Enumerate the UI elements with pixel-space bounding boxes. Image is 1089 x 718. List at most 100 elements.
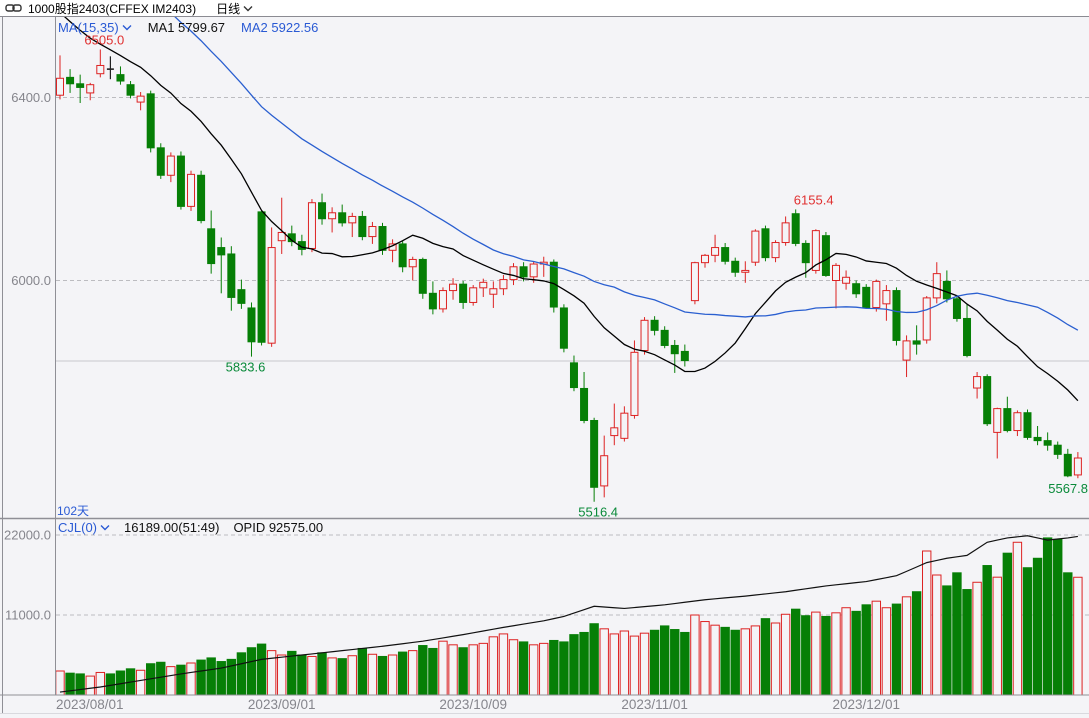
candle <box>66 69 75 93</box>
candle <box>1043 432 1052 451</box>
chevron-down-icon <box>100 524 110 531</box>
candle <box>1013 410 1022 437</box>
candle <box>580 372 589 424</box>
candle <box>852 280 861 298</box>
x-axis-label: 2023/09/01 <box>248 697 316 712</box>
y-axis-label: 6000.0 <box>11 273 51 288</box>
candle <box>670 339 679 373</box>
candle <box>207 210 216 274</box>
candle <box>771 240 780 263</box>
candle <box>1023 409 1032 440</box>
link-icon[interactable] <box>5 3 22 13</box>
chevron-down-icon <box>122 24 132 31</box>
candle <box>811 229 820 274</box>
candle <box>146 90 155 153</box>
opid-line <box>59 535 1078 693</box>
candle <box>176 151 185 210</box>
candle <box>882 285 891 321</box>
candle <box>993 407 1002 459</box>
candle <box>690 261 699 305</box>
candle <box>318 193 327 225</box>
candle <box>932 262 941 304</box>
candle <box>479 278 488 297</box>
ma2-value: MA2 5922.56 <box>241 20 319 35</box>
y-axis-label: 22000.0 <box>4 528 51 543</box>
swing-low-label: 5833.6 <box>226 360 266 375</box>
volume-pane-surface[interactable] <box>56 519 1089 695</box>
candle <box>438 287 447 313</box>
candle <box>559 304 568 353</box>
candle <box>569 355 578 392</box>
candle <box>751 229 760 266</box>
candle <box>1063 448 1072 478</box>
candle <box>973 372 982 399</box>
candle <box>428 281 437 315</box>
candle <box>96 49 105 78</box>
volume-indicator-dropdown[interactable]: CJL(0) <box>58 520 110 535</box>
price-pane-surface[interactable] <box>56 17 1089 518</box>
volume-value: 16189.00(51:49) <box>124 520 220 535</box>
candle <box>126 81 135 99</box>
candle <box>711 234 720 263</box>
swing-high-label: 6505.0 <box>84 32 124 47</box>
candle <box>821 232 830 277</box>
candle <box>257 210 266 346</box>
candle <box>1003 396 1012 433</box>
candle <box>630 340 639 419</box>
candle <box>721 242 730 265</box>
swing-low-label: 5567.8 <box>1048 481 1088 496</box>
period-dropdown[interactable]: 日线 <box>216 0 253 17</box>
candle <box>509 263 518 286</box>
candle <box>1053 441 1062 459</box>
y-axis-label: 6400.0 <box>11 90 51 105</box>
candle <box>86 82 95 101</box>
candle <box>680 344 689 367</box>
candle <box>106 56 114 80</box>
candle <box>156 143 165 179</box>
candle <box>187 170 196 211</box>
candle <box>731 257 740 277</box>
volume-indicator-header: CJL(0) 16189.00(51:49) OPID 92575.00 <box>58 520 323 535</box>
candle <box>842 270 851 290</box>
ma-indicator-dropdown[interactable]: MA(15,35) <box>58 20 132 35</box>
candle <box>600 435 609 498</box>
candle <box>459 280 468 309</box>
candle <box>590 417 599 502</box>
candle <box>267 227 276 347</box>
candle <box>56 55 64 100</box>
candle <box>892 287 901 346</box>
gridlines: 6400.0 6000.0 22000.0 11000.0 2023/08/01 2023… <box>4 90 1089 712</box>
candle <box>650 316 659 336</box>
candle <box>217 237 226 294</box>
opid-value: OPID 92575.00 <box>233 520 324 535</box>
candle <box>368 221 377 244</box>
x-axis-label: 2023/10/09 <box>439 697 507 712</box>
candle <box>358 210 367 241</box>
candle <box>348 212 357 238</box>
candle <box>388 239 397 263</box>
x-axis-label: 2023/11/01 <box>621 697 688 712</box>
y-axis-label: 11000.0 <box>5 608 51 623</box>
candle <box>832 263 841 309</box>
candle <box>761 225 770 262</box>
candle <box>116 66 125 85</box>
candle <box>620 406 629 442</box>
x-axis-label: 2023/12/01 <box>832 697 900 712</box>
candle <box>136 92 145 111</box>
candle <box>197 170 206 224</box>
candle <box>489 281 498 308</box>
candle <box>469 285 478 306</box>
ma2-line <box>174 17 1079 331</box>
candle <box>1033 425 1042 446</box>
candle <box>328 207 337 233</box>
candle <box>237 279 246 309</box>
volume-indicator-label: CJL(0) <box>58 520 98 535</box>
candle <box>449 278 458 300</box>
chevron-down-icon <box>243 5 253 12</box>
candle <box>338 204 347 227</box>
candle <box>791 209 800 247</box>
candle <box>1073 452 1082 479</box>
period-label: 日线 <box>216 1 241 16</box>
candle <box>499 275 508 296</box>
